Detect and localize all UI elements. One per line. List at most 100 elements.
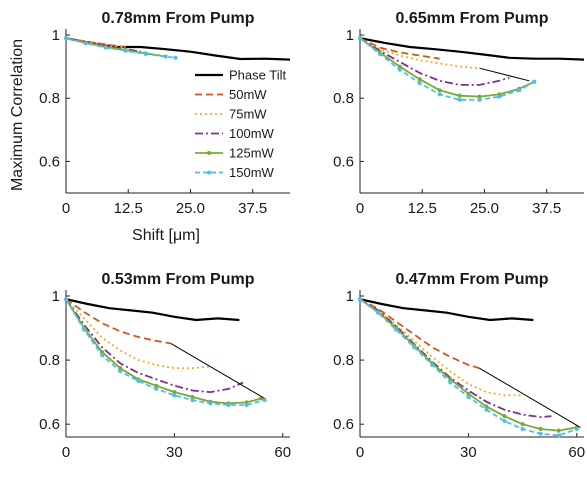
x-tick-label: 37.5 bbox=[238, 200, 267, 217]
series-point bbox=[437, 88, 442, 93]
series-point bbox=[520, 422, 525, 427]
series-point bbox=[64, 36, 68, 41]
series-point bbox=[466, 394, 471, 399]
series-line-50mw bbox=[359, 298, 480, 369]
series-point bbox=[64, 297, 68, 302]
x-tick-label: 25.0 bbox=[470, 200, 499, 217]
panel-title: 0.47mm From Pump bbox=[396, 271, 549, 288]
panel-title: 0.53mm From Pump bbox=[102, 271, 255, 288]
series-point bbox=[244, 402, 249, 407]
series-line-75mw bbox=[359, 298, 523, 397]
series-point bbox=[574, 426, 579, 431]
series-point bbox=[118, 366, 123, 371]
y-tick-label: 1 bbox=[52, 27, 60, 44]
x-tick-label: 25.0 bbox=[176, 200, 205, 217]
series-point bbox=[118, 369, 123, 374]
series-line-phase-tilt bbox=[359, 298, 534, 322]
series-point bbox=[477, 97, 482, 102]
y-tick-label: 0.6 bbox=[39, 153, 60, 170]
series-line-100mw bbox=[359, 37, 510, 86]
series-line-100mw bbox=[65, 298, 244, 394]
series-point bbox=[154, 383, 159, 388]
connector-line bbox=[170, 342, 265, 399]
series-point bbox=[556, 433, 561, 438]
legend-marker bbox=[207, 170, 211, 175]
series-point bbox=[82, 327, 87, 332]
x-tick-label: 0 bbox=[356, 200, 364, 217]
series-point bbox=[394, 327, 399, 332]
series-point bbox=[538, 431, 543, 436]
series-point bbox=[83, 41, 88, 46]
series-point bbox=[190, 394, 195, 399]
panel-title: 0.65mm From Pump bbox=[396, 10, 549, 27]
legend-label: 150mW bbox=[229, 165, 275, 180]
x-tick-label: 30 bbox=[460, 444, 477, 461]
legend-label: Phase Tilt bbox=[229, 68, 286, 83]
series-point bbox=[103, 45, 108, 50]
series-point bbox=[190, 398, 195, 403]
series-point bbox=[154, 386, 159, 391]
series-line-150mw bbox=[65, 298, 265, 406]
series-point bbox=[484, 407, 489, 412]
series-point bbox=[100, 353, 105, 358]
legend-label: 50mW bbox=[229, 87, 267, 102]
series-line-50mw bbox=[65, 298, 171, 345]
series-point bbox=[163, 54, 168, 59]
series-line-50mw bbox=[359, 37, 440, 60]
series-point bbox=[437, 92, 442, 97]
chart-panel-2: 0.65mm From Pump 0 12.5 25.0 37.5 0.6 0.8 1 bbox=[333, 10, 585, 217]
series-point bbox=[556, 428, 561, 433]
y-tick-label: 0.8 bbox=[39, 352, 60, 369]
chart-panel-4: 0.47mm From Pump 0 30 60 0.6 0.8 1 bbox=[333, 271, 585, 461]
series-line-125mw bbox=[359, 37, 535, 98]
panel-title: 0.78mm From Pump bbox=[102, 10, 255, 27]
series-point bbox=[397, 64, 402, 69]
x-axis-label: Shift [μm] bbox=[132, 227, 200, 244]
y-tick-label: 1 bbox=[346, 288, 354, 305]
legend-label: 125mW bbox=[229, 146, 275, 161]
series-point bbox=[430, 362, 435, 367]
y-tick-label: 1 bbox=[346, 27, 354, 44]
series-point bbox=[208, 401, 213, 406]
x-tick-label: 12.5 bbox=[408, 200, 437, 217]
series-point bbox=[412, 345, 417, 350]
y-tick-label: 1 bbox=[52, 288, 60, 305]
y-tick-label: 0.6 bbox=[333, 153, 354, 170]
y-axis-label: Maximum Correlation bbox=[9, 39, 26, 191]
series-point bbox=[538, 426, 543, 431]
x-tick-label: 12.5 bbox=[114, 200, 143, 217]
series-point bbox=[457, 97, 462, 102]
x-tick-label: 30 bbox=[166, 444, 183, 461]
series-point bbox=[520, 426, 525, 431]
y-tick-label: 0.6 bbox=[39, 416, 60, 433]
series-point bbox=[497, 94, 502, 99]
x-tick-label: 0 bbox=[62, 444, 70, 461]
chart-panel-3: 0.53mm From Pump 0 30 60 0.6 0.8 1 bbox=[39, 271, 291, 461]
series-point bbox=[136, 378, 141, 383]
x-tick-label: 0 bbox=[62, 200, 70, 217]
series-point bbox=[358, 36, 362, 41]
series-point bbox=[448, 380, 453, 385]
series-point bbox=[484, 404, 489, 409]
connector-line bbox=[478, 367, 581, 428]
series-line-phase-tilt bbox=[65, 37, 291, 61]
series-point bbox=[143, 51, 148, 56]
y-tick-label: 0.8 bbox=[39, 90, 60, 107]
series-line-75mw bbox=[65, 298, 211, 370]
series-point bbox=[502, 418, 507, 423]
series-point bbox=[123, 48, 128, 53]
connector-line bbox=[479, 67, 530, 82]
y-tick-label: 0.8 bbox=[333, 352, 354, 369]
series-line-phase-tilt bbox=[65, 298, 240, 322]
series-point bbox=[477, 94, 482, 99]
series-point bbox=[502, 414, 507, 419]
x-tick-label: 37.5 bbox=[532, 200, 561, 217]
x-tick-label: 60 bbox=[274, 444, 291, 461]
series-point bbox=[517, 88, 522, 93]
legend-label: 75mW bbox=[229, 107, 267, 122]
series-point bbox=[173, 55, 178, 60]
y-tick-label: 0.6 bbox=[333, 416, 354, 433]
series-point bbox=[226, 402, 231, 407]
series-point bbox=[417, 77, 422, 82]
